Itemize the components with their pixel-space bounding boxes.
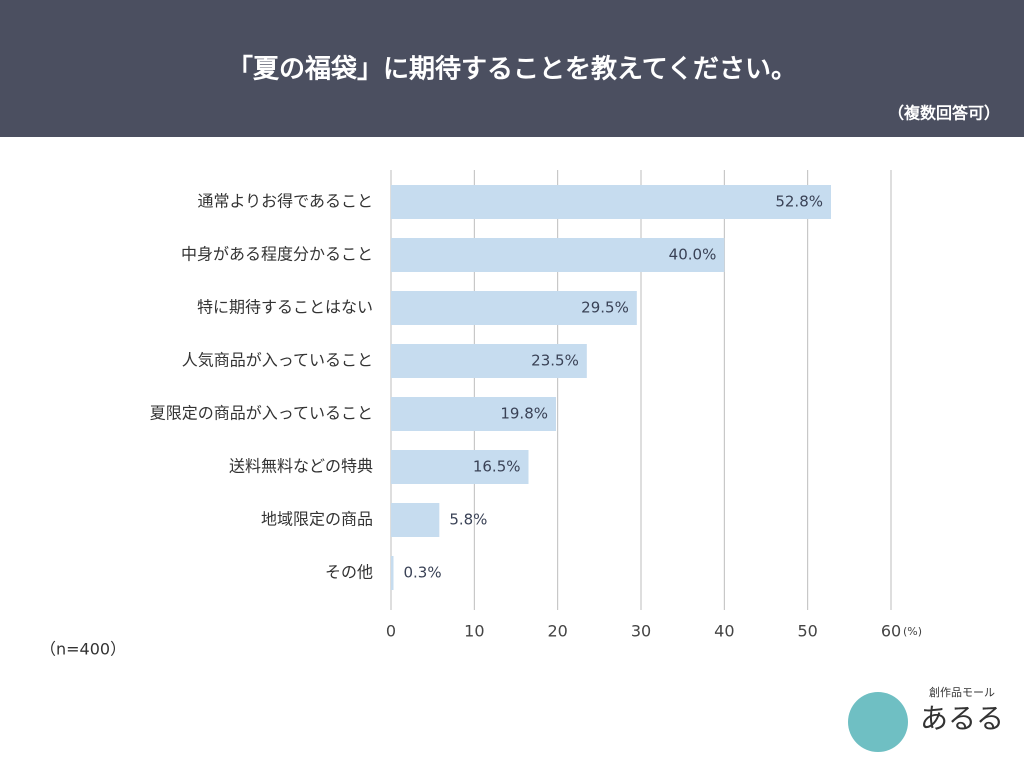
category-label: 人気商品が入っていること	[182, 351, 373, 370]
x-tick-label: 40	[714, 622, 734, 641]
bar	[391, 397, 556, 431]
value-label: 5.8%	[449, 511, 487, 529]
value-label: 16.5%	[473, 458, 521, 476]
x-tick-label: 10	[464, 622, 484, 641]
value-label: 23.5%	[531, 352, 579, 370]
logo-tagline: 創作品モール	[929, 685, 995, 699]
bar	[391, 450, 529, 484]
x-tick-label: 20	[547, 622, 567, 641]
category-label: 特に期待することはない	[197, 298, 373, 317]
category-label: その他	[325, 563, 373, 582]
bar	[391, 185, 831, 219]
category-label: 通常よりお得であること	[197, 192, 373, 211]
bar	[391, 291, 637, 325]
chart-subtitle: （複数回答可）	[888, 104, 1000, 123]
bar	[391, 238, 725, 272]
sample-note: （n=400）	[40, 640, 126, 659]
chart-title: 「夏の福袋」に期待することを教えてください。	[227, 54, 797, 85]
category-label: 地域限定の商品	[261, 510, 373, 529]
category-label: 中身がある程度分かること	[181, 245, 373, 264]
value-label: 52.8%	[775, 193, 823, 211]
x-tick-label: 60	[881, 622, 901, 641]
category-label: 送料無料などの特典	[229, 457, 373, 476]
x-tick-label: 50	[797, 622, 817, 641]
bar	[391, 344, 587, 378]
value-label: 40.0%	[669, 246, 717, 264]
bar	[391, 556, 394, 590]
x-tick-label: 0	[386, 622, 396, 641]
bar	[391, 503, 440, 537]
x-unit: (%)	[903, 625, 922, 638]
value-label: 0.3%	[404, 564, 442, 582]
x-tick-label: 30	[631, 622, 651, 641]
category-label: 夏限定の商品が入っていること	[150, 404, 373, 423]
header-band	[0, 0, 1024, 137]
logo-mark	[848, 692, 908, 752]
value-label: 19.8%	[500, 405, 548, 423]
value-label: 29.5%	[581, 299, 629, 317]
logo-name: あるる	[920, 702, 1004, 735]
